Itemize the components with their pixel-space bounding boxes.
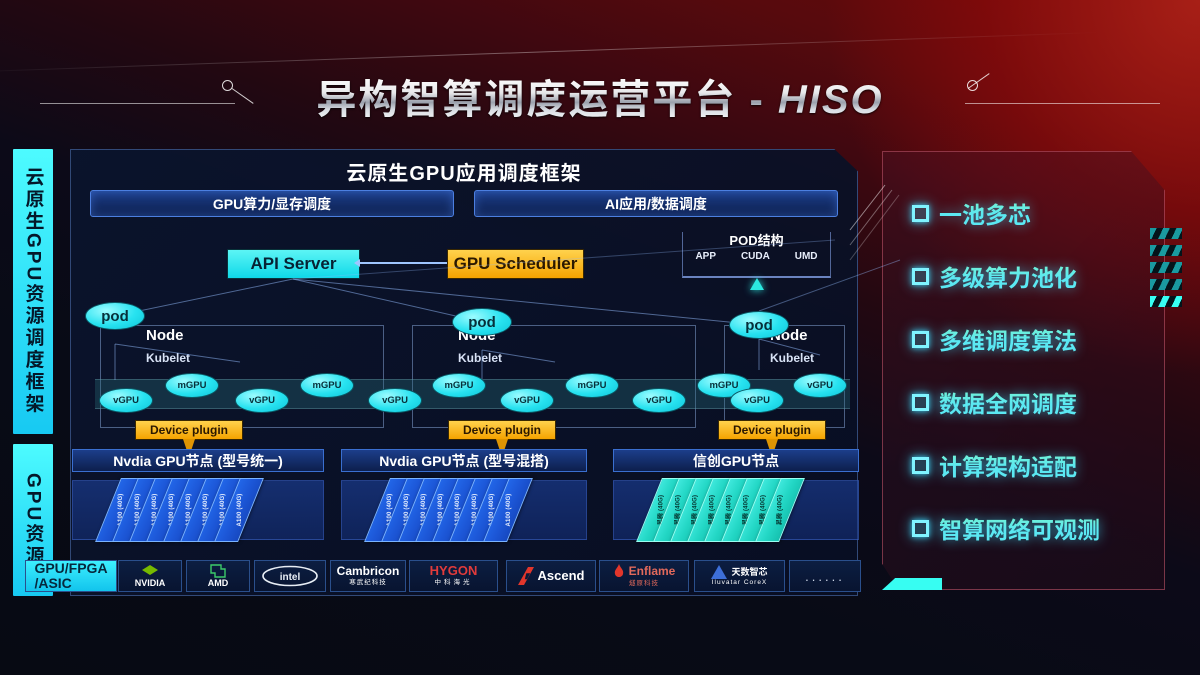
svg-text:intel: intel [280, 572, 301, 583]
